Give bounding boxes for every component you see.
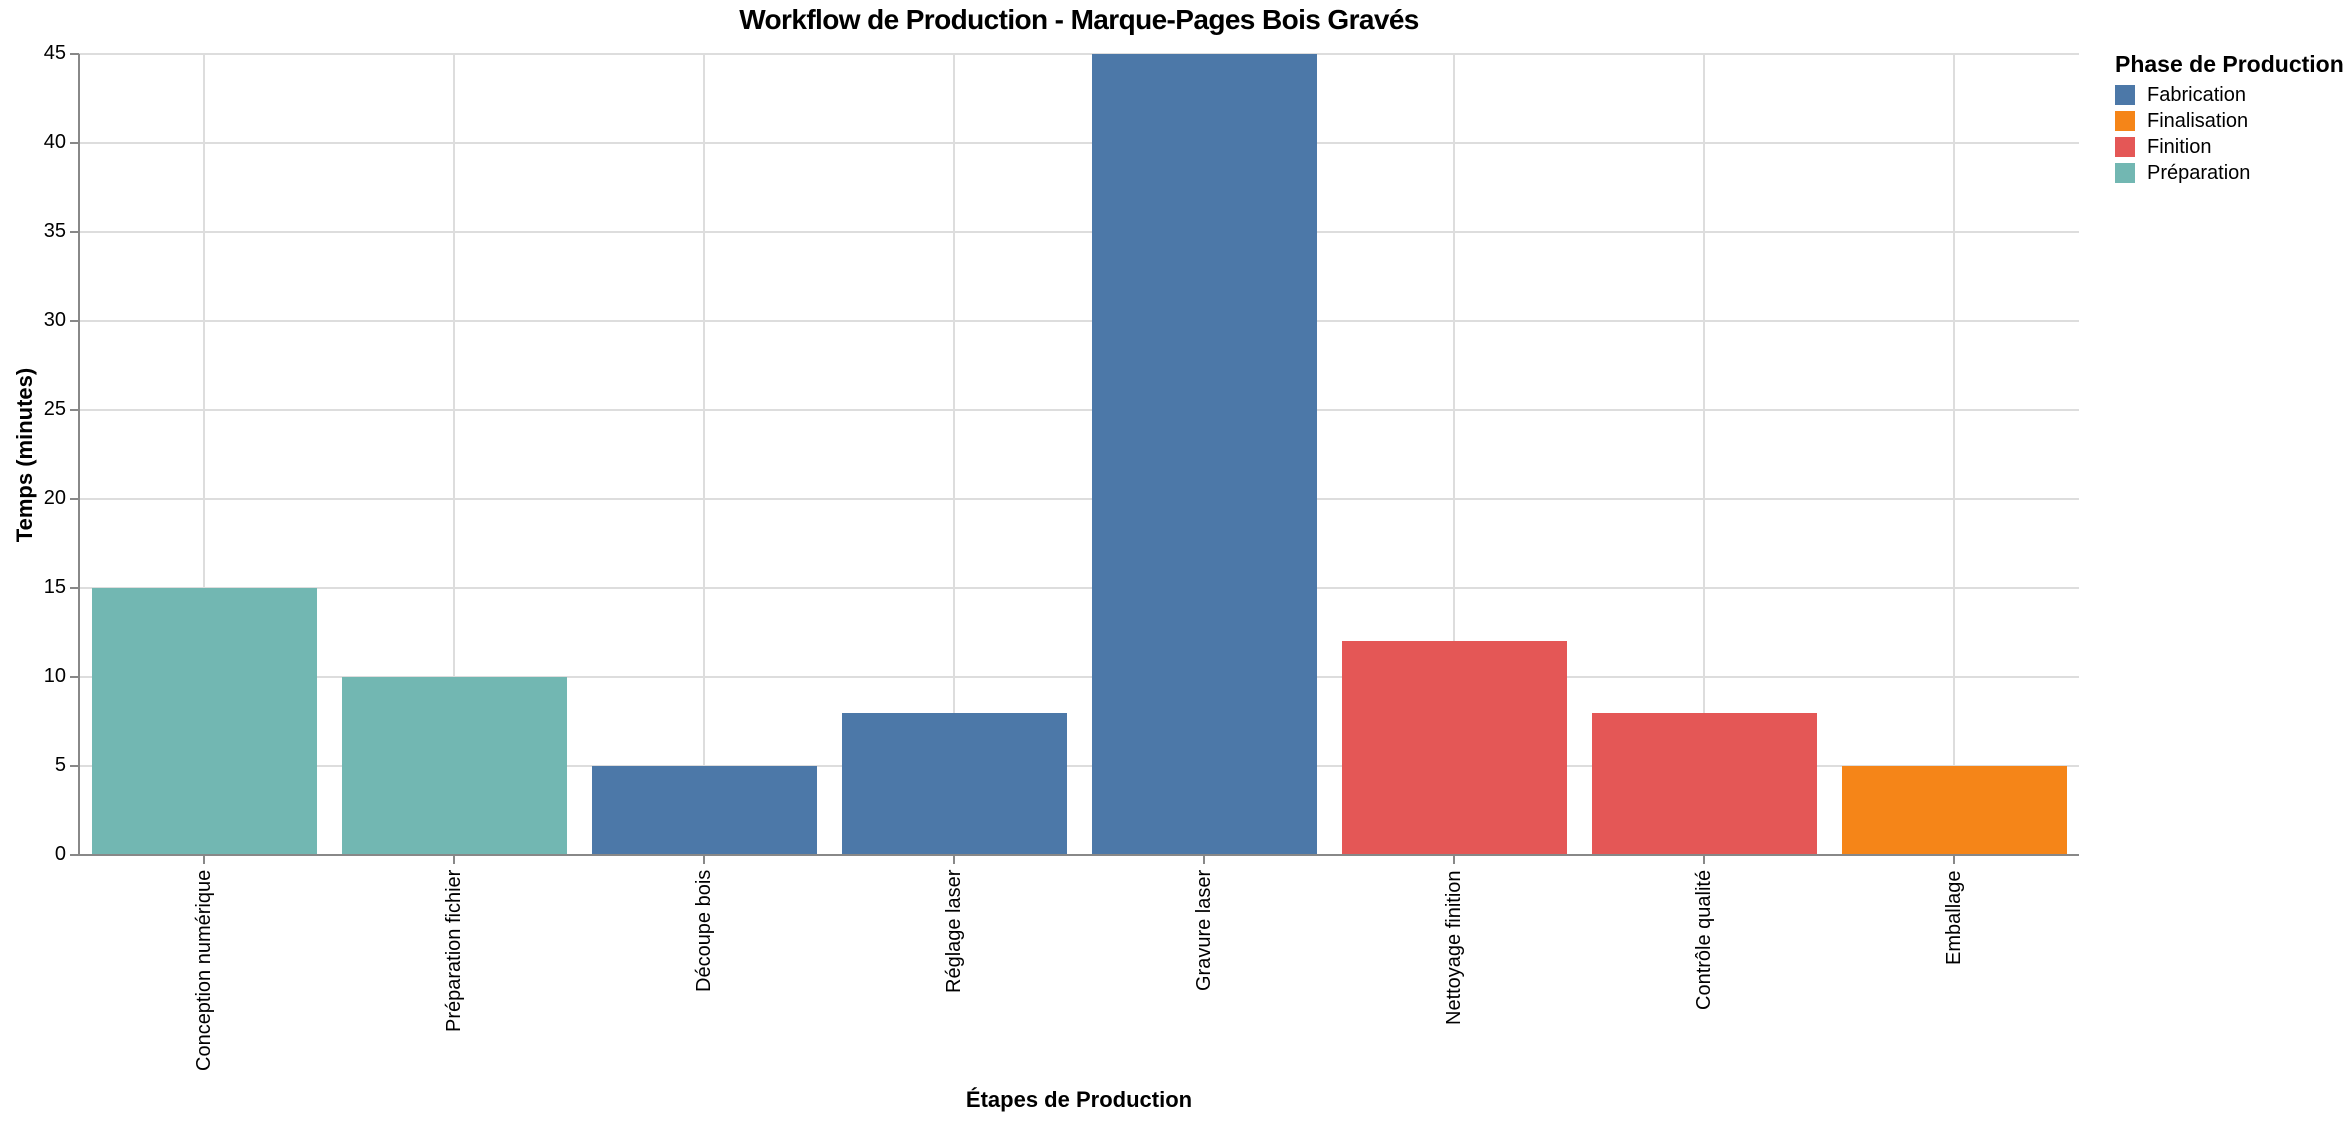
- bar-preparation-fichier[interactable]: [341, 677, 567, 855]
- x-tick: [1953, 855, 1955, 864]
- y-tick-label: 20: [43, 487, 66, 509]
- x-tick: [953, 855, 955, 864]
- legend-label: Finition: [2147, 136, 2212, 158]
- x-tick-label: Gravure laser: [1193, 869, 1215, 991]
- y-tick-label: 30: [43, 309, 66, 331]
- legend: Phase de Production Fabrication Finalisat…: [2115, 50, 2344, 186]
- x-tick: [703, 855, 705, 864]
- legend-label: Fabrication: [2147, 84, 2246, 106]
- legend-item-finalisation[interactable]: Finalisation: [2115, 108, 2344, 134]
- x-tick: [203, 855, 205, 864]
- bar-gravure-laser[interactable]: [1091, 54, 1317, 855]
- y-tick: [70, 854, 79, 856]
- legend-item-finition[interactable]: Finition: [2115, 134, 2344, 160]
- legend-swatch-icon: [2115, 111, 2135, 131]
- legend-item-fabrication[interactable]: Fabrication: [2115, 82, 2344, 108]
- x-tick-label: Préparation fichier: [443, 869, 465, 1032]
- x-gridline: [1453, 54, 1455, 855]
- legend-swatch-icon: [2115, 163, 2135, 183]
- y-gridline: [79, 142, 2079, 144]
- x-tick: [453, 855, 455, 864]
- x-tick-label: Conception numérique: [193, 869, 215, 1071]
- x-tick-label: Emballage: [1943, 870, 1965, 965]
- y-gridline: [79, 409, 2079, 411]
- y-tick-label: 0: [54, 843, 66, 865]
- x-gridline: [203, 54, 205, 855]
- y-tick: [70, 765, 79, 767]
- legend-label: Préparation: [2147, 162, 2251, 184]
- x-tick-label: Nettoyage finition: [1443, 870, 1465, 1025]
- x-gridline: [1703, 54, 1705, 855]
- y-gridline: [79, 676, 2079, 678]
- y-tick-label: 15: [43, 576, 66, 598]
- x-tick: [1203, 855, 1205, 864]
- x-tick-label: Contrôle qualité: [1693, 869, 1715, 1010]
- bar-controle-qualite[interactable]: [1591, 712, 1817, 855]
- x-axis-title: Étapes de Production: [965, 1087, 1193, 1112]
- y-gridline: [79, 231, 2079, 233]
- x-gridline: [953, 54, 955, 855]
- x-gridline: [1953, 54, 1955, 855]
- y-tick: [70, 676, 79, 678]
- x-gridline: [703, 54, 705, 855]
- y-tick: [70, 142, 79, 144]
- y-axis-line: [78, 54, 80, 856]
- x-axis-line: [78, 854, 2079, 856]
- y-gridline: [79, 498, 2079, 500]
- legend-swatch-icon: [2115, 137, 2135, 157]
- y-tick: [70, 320, 79, 322]
- y-tick-label: 40: [43, 131, 66, 153]
- legend-label: Finalisation: [2147, 110, 2249, 132]
- legend-title: Phase de Production: [2115, 51, 2344, 77]
- bar-emballage[interactable]: [1841, 766, 2067, 855]
- x-tick-label: Réglage laser: [943, 869, 965, 993]
- x-gridline: [453, 54, 455, 855]
- y-gridline: [79, 53, 2079, 55]
- y-tick: [70, 53, 79, 55]
- y-tick-label: 25: [43, 398, 66, 420]
- y-tick-label: 35: [43, 220, 66, 242]
- legend-swatch-icon: [2115, 85, 2135, 105]
- y-gridline: [79, 587, 2079, 589]
- bar-decoupe-bois[interactable]: [591, 766, 817, 855]
- y-tick-label: 10: [43, 665, 66, 687]
- legend-item-preparation[interactable]: Préparation: [2115, 160, 2344, 186]
- y-gridline: [79, 765, 2079, 767]
- x-tick: [1453, 855, 1455, 864]
- x-tick-label: Découpe bois: [693, 869, 715, 992]
- bar-nettoyage-finition[interactable]: [1341, 641, 1567, 855]
- chart-title: Workflow de Production - Marque-Pages Bo…: [739, 4, 1419, 35]
- legend-items: Fabrication Finalisation Finition Préparati…: [2115, 82, 2344, 186]
- y-tick-label: 45: [43, 42, 66, 64]
- bar-reglage-laser[interactable]: [841, 712, 1067, 855]
- y-axis-title: Temps (minutes): [12, 367, 37, 543]
- y-tick: [70, 587, 79, 589]
- plot-area: [79, 53, 2079, 855]
- bar-conception-numerique[interactable]: [91, 588, 317, 855]
- x-tick: [1703, 855, 1705, 864]
- y-gridline: [79, 320, 2079, 322]
- y-tick: [70, 409, 79, 411]
- y-tick: [70, 231, 79, 233]
- y-tick-label: 5: [54, 754, 66, 776]
- y-tick: [70, 498, 79, 500]
